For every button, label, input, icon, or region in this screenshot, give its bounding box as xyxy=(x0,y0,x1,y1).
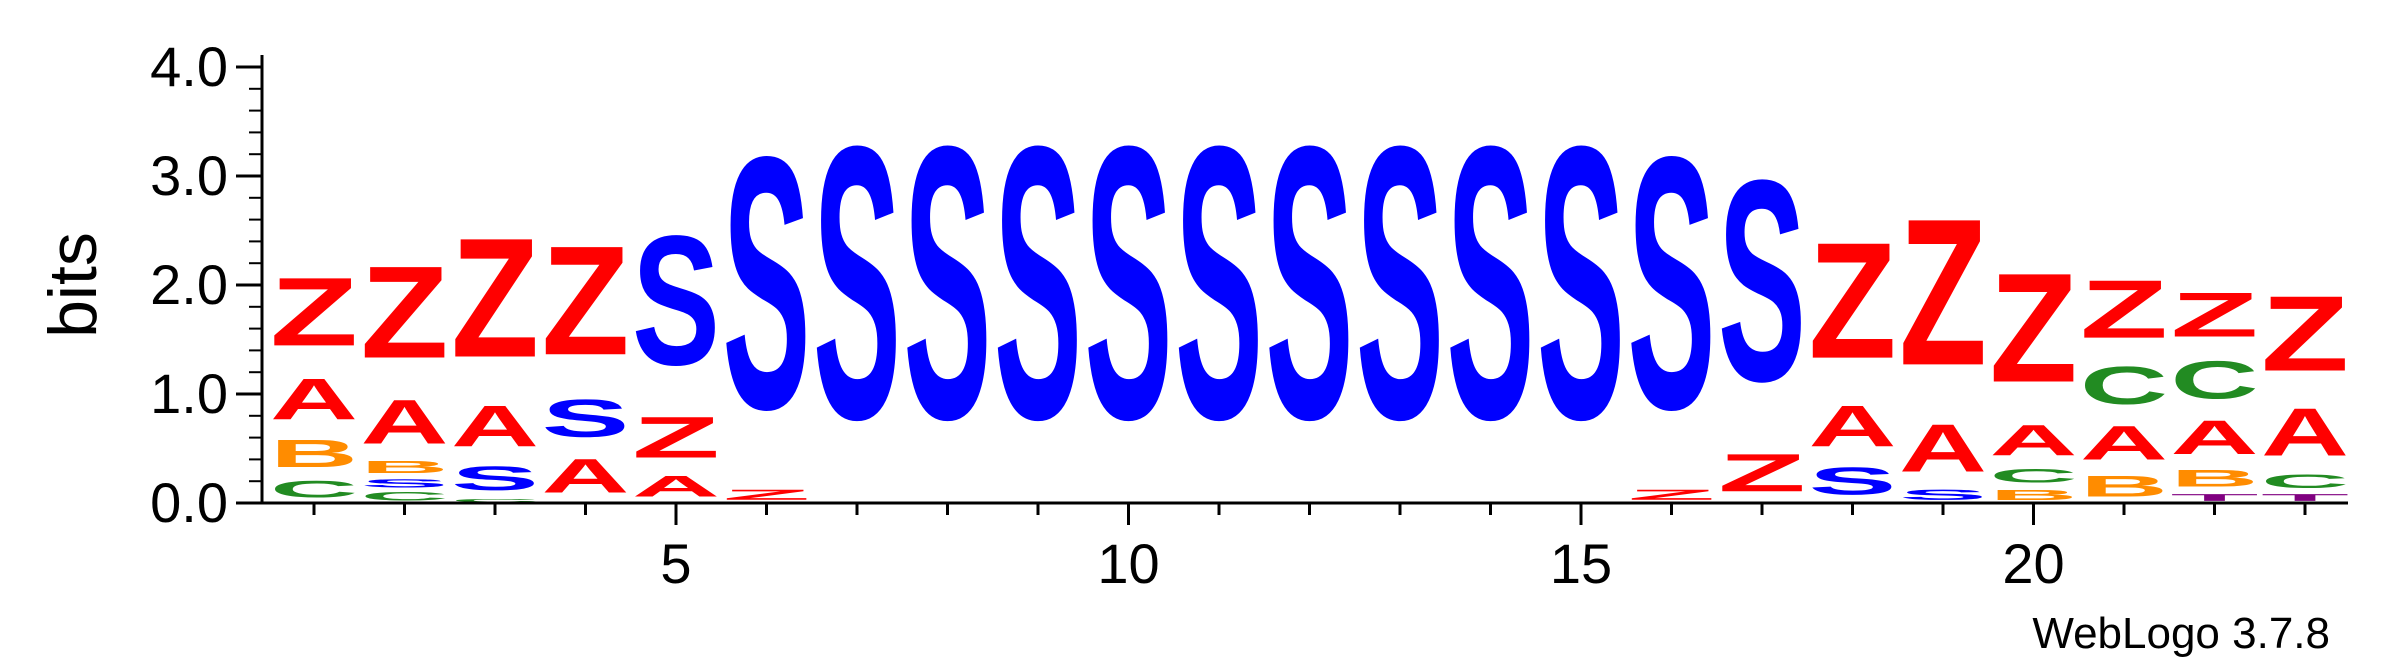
glyph-stack-16: ZS xyxy=(1628,83,1716,503)
glyph-S: S xyxy=(1085,65,1173,500)
glyph-Z: Z xyxy=(723,487,811,503)
glyph-Z: Z xyxy=(361,239,449,386)
glyph-stack-15: S xyxy=(1537,65,1625,500)
glyph-A: A xyxy=(2261,394,2349,470)
glyph-stack-8: S xyxy=(904,65,992,500)
glyph-S: S xyxy=(1447,65,1535,500)
glyph-S: S xyxy=(904,65,992,500)
glyph-Z: Z xyxy=(1809,208,1897,393)
glyph-stack-13: S xyxy=(1356,65,1444,500)
x-tick-label: 20 xyxy=(2002,532,2064,595)
glyph-S: S xyxy=(361,477,449,490)
glyph-S: S xyxy=(1537,65,1625,500)
glyph-stack-19: SAZ xyxy=(1899,176,1987,503)
glyph-A: A xyxy=(451,395,539,460)
glyph-C: C xyxy=(2261,470,2349,492)
glyph-C: C xyxy=(270,475,358,502)
glyph-stack-4: ASZ xyxy=(542,213,630,503)
glyph-stack-6: ZS xyxy=(723,83,811,503)
glyph-S: S xyxy=(1628,83,1716,484)
glyph-A: A xyxy=(542,448,630,503)
y-tick-label: 4.0 xyxy=(150,35,228,98)
glyph-A: A xyxy=(2080,416,2168,471)
glyph-C: C xyxy=(2171,350,2259,410)
glyph-Z: Z xyxy=(451,203,539,393)
glyph-T: T xyxy=(2171,492,2259,503)
glyph-B: B xyxy=(361,457,449,477)
glyph-S: S xyxy=(994,65,1082,500)
glyph-C: C xyxy=(360,490,448,503)
glyph-S: S xyxy=(1266,65,1354,500)
glyph-S: S xyxy=(1718,122,1806,442)
glyph-stack-11: S xyxy=(1175,65,1263,500)
y-tick-label: 1.0 xyxy=(150,362,228,425)
glyph-stack-5: AZS xyxy=(632,198,720,502)
glyph-stack-14: S xyxy=(1447,65,1535,500)
glyph-stack-9: S xyxy=(994,65,1082,500)
glyph-Z: Z xyxy=(1628,487,1716,503)
glyph-Z: Z xyxy=(1718,443,1806,503)
glyph-S: S xyxy=(451,460,539,498)
glyph-C: C xyxy=(451,498,539,503)
glyph-C: C xyxy=(1989,465,2077,487)
glyph-Z: Z xyxy=(270,258,358,366)
glyph-B: B xyxy=(270,432,358,475)
glyph-S: S xyxy=(723,83,811,484)
credit-text: WebLogo 3.7.8 xyxy=(2032,609,2330,658)
glyph-A: A xyxy=(1989,416,2077,465)
glyph-S: S xyxy=(1899,487,1987,503)
axes: 0.0 1.0 2.0 3.0 4.0 5 10 15 20 xyxy=(150,35,2348,595)
glyph-B: B xyxy=(2171,465,2259,492)
glyph-S: S xyxy=(1809,459,1897,503)
glyph-B: B xyxy=(1989,487,2077,503)
glyph-Z: Z xyxy=(2171,279,2259,350)
glyph-A: A xyxy=(1809,395,1897,460)
glyph-Z: Z xyxy=(2080,263,2168,355)
glyph-Z: Z xyxy=(2261,273,2349,393)
glyph-A: A xyxy=(270,367,358,432)
glyph-S: S xyxy=(1175,65,1263,500)
glyph-A: A xyxy=(361,386,449,457)
x-tick-label: 15 xyxy=(1550,532,1612,595)
glyph-S: S xyxy=(542,389,630,449)
glyph-C: C xyxy=(2080,356,2168,416)
glyph-A: A xyxy=(2171,410,2259,465)
glyph-stack-12: S xyxy=(1266,65,1354,500)
glyph-Z: Z xyxy=(632,405,720,470)
y-tick-label: 3.0 xyxy=(150,144,228,207)
glyph-stack-17: ZS xyxy=(1718,122,1806,503)
y-tick-label: 0.0 xyxy=(150,471,228,534)
glyph-A: A xyxy=(632,470,720,503)
glyph-A: A xyxy=(1899,410,1987,486)
glyph-stack-10: S xyxy=(1085,65,1173,500)
x-tick-label: 10 xyxy=(1097,532,1159,595)
glyph-Z: Z xyxy=(1899,176,1987,410)
glyph-stack-18: SAZ xyxy=(1809,208,1897,503)
glyph-Z: Z xyxy=(542,213,630,387)
glyph-B: B xyxy=(2080,470,2168,503)
glyph-S: S xyxy=(632,198,720,404)
x-tick-label: 5 xyxy=(660,532,691,595)
glyph-stack-7: S xyxy=(813,65,901,500)
glyph-Z: Z xyxy=(1990,240,2078,414)
y-axis-label: bits xyxy=(35,232,111,338)
glyph-S: S xyxy=(813,65,901,500)
glyph-T: T xyxy=(2261,492,2349,503)
y-tick-label: 2.0 xyxy=(150,253,228,316)
glyph-S: S xyxy=(1356,65,1444,500)
